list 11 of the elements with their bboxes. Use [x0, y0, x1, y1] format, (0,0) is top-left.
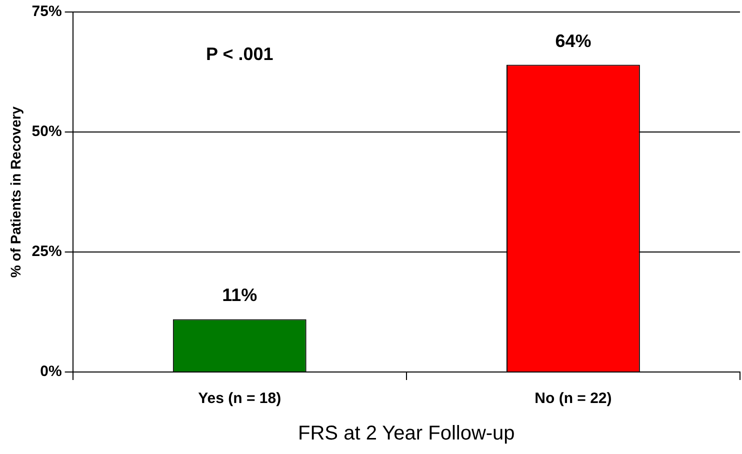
- y-axis-title: % of Patients in Recovery: [7, 106, 24, 278]
- annotation: P < .001: [206, 44, 274, 64]
- y-tick-label: 25%: [32, 243, 62, 260]
- y-tick-label: 75%: [32, 3, 62, 20]
- data-label: 11%: [222, 285, 258, 306]
- x-tick-label: No (n = 22): [534, 390, 612, 408]
- x-axis-title: FRS at 2 Year Follow-up: [298, 422, 515, 445]
- y-tick-label: 50%: [32, 123, 62, 140]
- y-tick-label: 0%: [40, 363, 62, 380]
- x-tick-label: Yes (n = 18): [198, 390, 282, 408]
- data-label: 64%: [555, 30, 592, 51]
